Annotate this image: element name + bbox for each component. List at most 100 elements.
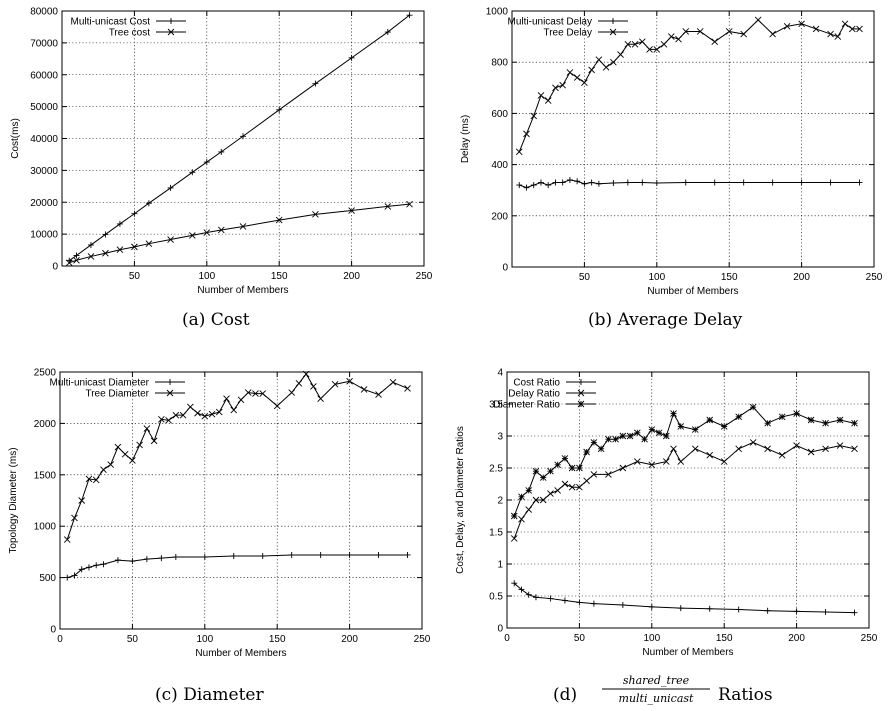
- series-delay-ratio: [510, 439, 858, 542]
- data-point: [530, 112, 538, 120]
- data-point: [619, 432, 627, 440]
- data-point: [203, 229, 211, 236]
- data-point: [711, 179, 718, 186]
- data-point: [172, 554, 179, 561]
- legend-swatch-marker: [577, 389, 585, 397]
- data-point: [129, 457, 136, 464]
- x-tick-label: 200: [341, 634, 358, 645]
- data-point: [749, 439, 757, 446]
- data-point: [827, 30, 834, 38]
- x-axis-label: Number of Members: [195, 648, 286, 659]
- data-point: [634, 429, 641, 437]
- data-point: [194, 409, 201, 417]
- data-point: [552, 179, 559, 186]
- y-tick-label: 800: [491, 58, 508, 69]
- data-point: [158, 415, 165, 423]
- data-point: [348, 207, 355, 214]
- data-point: [65, 259, 73, 267]
- data-point: [568, 464, 576, 472]
- data-point: [841, 20, 849, 28]
- data-point: [836, 442, 844, 449]
- series-cost-ratio: [511, 580, 858, 616]
- data-point: [375, 551, 382, 558]
- data-point: [331, 381, 339, 388]
- y-tick-label: 80000: [30, 7, 58, 18]
- data-point: [648, 426, 656, 433]
- data-point: [631, 40, 639, 48]
- data-point: [102, 249, 109, 257]
- x-tick-label: 200: [343, 271, 360, 282]
- data-point: [706, 605, 713, 612]
- y-tick-label: 400: [491, 160, 508, 171]
- data-point: [406, 12, 413, 19]
- data-point: [129, 558, 136, 565]
- x-tick-label: 150: [269, 634, 286, 645]
- panel-ratios: 0 0.5 1 1.5 2 2.5 3 3.5 4 0 50 100 150 200 250 Number o…: [455, 368, 878, 659]
- data-point: [581, 180, 588, 187]
- data-point: [851, 445, 858, 453]
- legend-swatch-marker: [167, 379, 173, 385]
- series-line: [513, 406, 855, 517]
- data-point: [71, 514, 78, 522]
- data-point: [764, 607, 771, 614]
- data-point: [92, 476, 100, 484]
- data-point: [851, 609, 858, 616]
- x-axis-label: Number of Members: [647, 286, 738, 297]
- y-tick-label: 1.5: [489, 528, 503, 539]
- data-point: [667, 33, 675, 40]
- data-point: [677, 423, 685, 430]
- data-point: [539, 496, 547, 504]
- data-point: [559, 81, 566, 89]
- caption-d-denominator: multi_unicast: [619, 692, 695, 705]
- caption-d-numerator: shared_tree: [623, 674, 690, 687]
- x-tick-label: 0: [504, 633, 510, 644]
- data-point: [653, 180, 660, 187]
- data-point: [143, 425, 151, 432]
- data-point: [167, 184, 174, 191]
- x-tick-label: 200: [788, 633, 805, 644]
- data-point: [114, 443, 122, 451]
- data-point: [259, 553, 266, 560]
- data-point: [63, 536, 71, 543]
- data-point: [515, 148, 523, 156]
- data-point: [696, 28, 704, 35]
- data-point: [240, 133, 246, 140]
- data-point: [822, 419, 829, 427]
- data-point: [624, 40, 632, 48]
- x-tick-label: 150: [271, 271, 288, 282]
- y-axis-label: Cost(ms): [10, 118, 21, 159]
- data-point: [201, 554, 208, 561]
- y-tick-label: 2000: [34, 419, 57, 430]
- data-point: [136, 441, 143, 449]
- data-point: [576, 599, 583, 606]
- data-point: [510, 535, 518, 542]
- data-point: [545, 182, 552, 189]
- legend-label: Cost Ratio: [513, 378, 560, 389]
- data-point: [116, 220, 123, 227]
- data-point: [597, 445, 605, 453]
- caption-d-suffix: Ratios: [718, 685, 773, 705]
- data-point: [851, 419, 858, 427]
- data-point: [812, 25, 820, 33]
- data-point: [648, 603, 655, 610]
- y-axis-label: Delay (ms): [460, 115, 471, 163]
- legend-label: Tree cost: [109, 28, 151, 39]
- data-point: [554, 461, 561, 469]
- y-tick-label: 70000: [30, 38, 58, 49]
- x-tick-label: 150: [716, 633, 733, 644]
- data-point: [537, 92, 545, 99]
- y-tick-label: 0: [50, 625, 56, 636]
- data-point: [566, 69, 574, 76]
- data-point: [626, 432, 634, 440]
- caption-a: (a) Cost: [182, 310, 250, 330]
- x-axis-label: Number of Members: [642, 647, 733, 658]
- data-point: [532, 467, 540, 475]
- data-point: [116, 246, 124, 254]
- data-point: [856, 179, 863, 186]
- legend-label: Multi-unicast Diameter: [50, 378, 150, 389]
- data-point: [525, 591, 532, 598]
- data-point: [230, 406, 238, 414]
- data-point: [595, 180, 602, 187]
- data-point: [218, 148, 225, 155]
- data-point: [100, 561, 107, 568]
